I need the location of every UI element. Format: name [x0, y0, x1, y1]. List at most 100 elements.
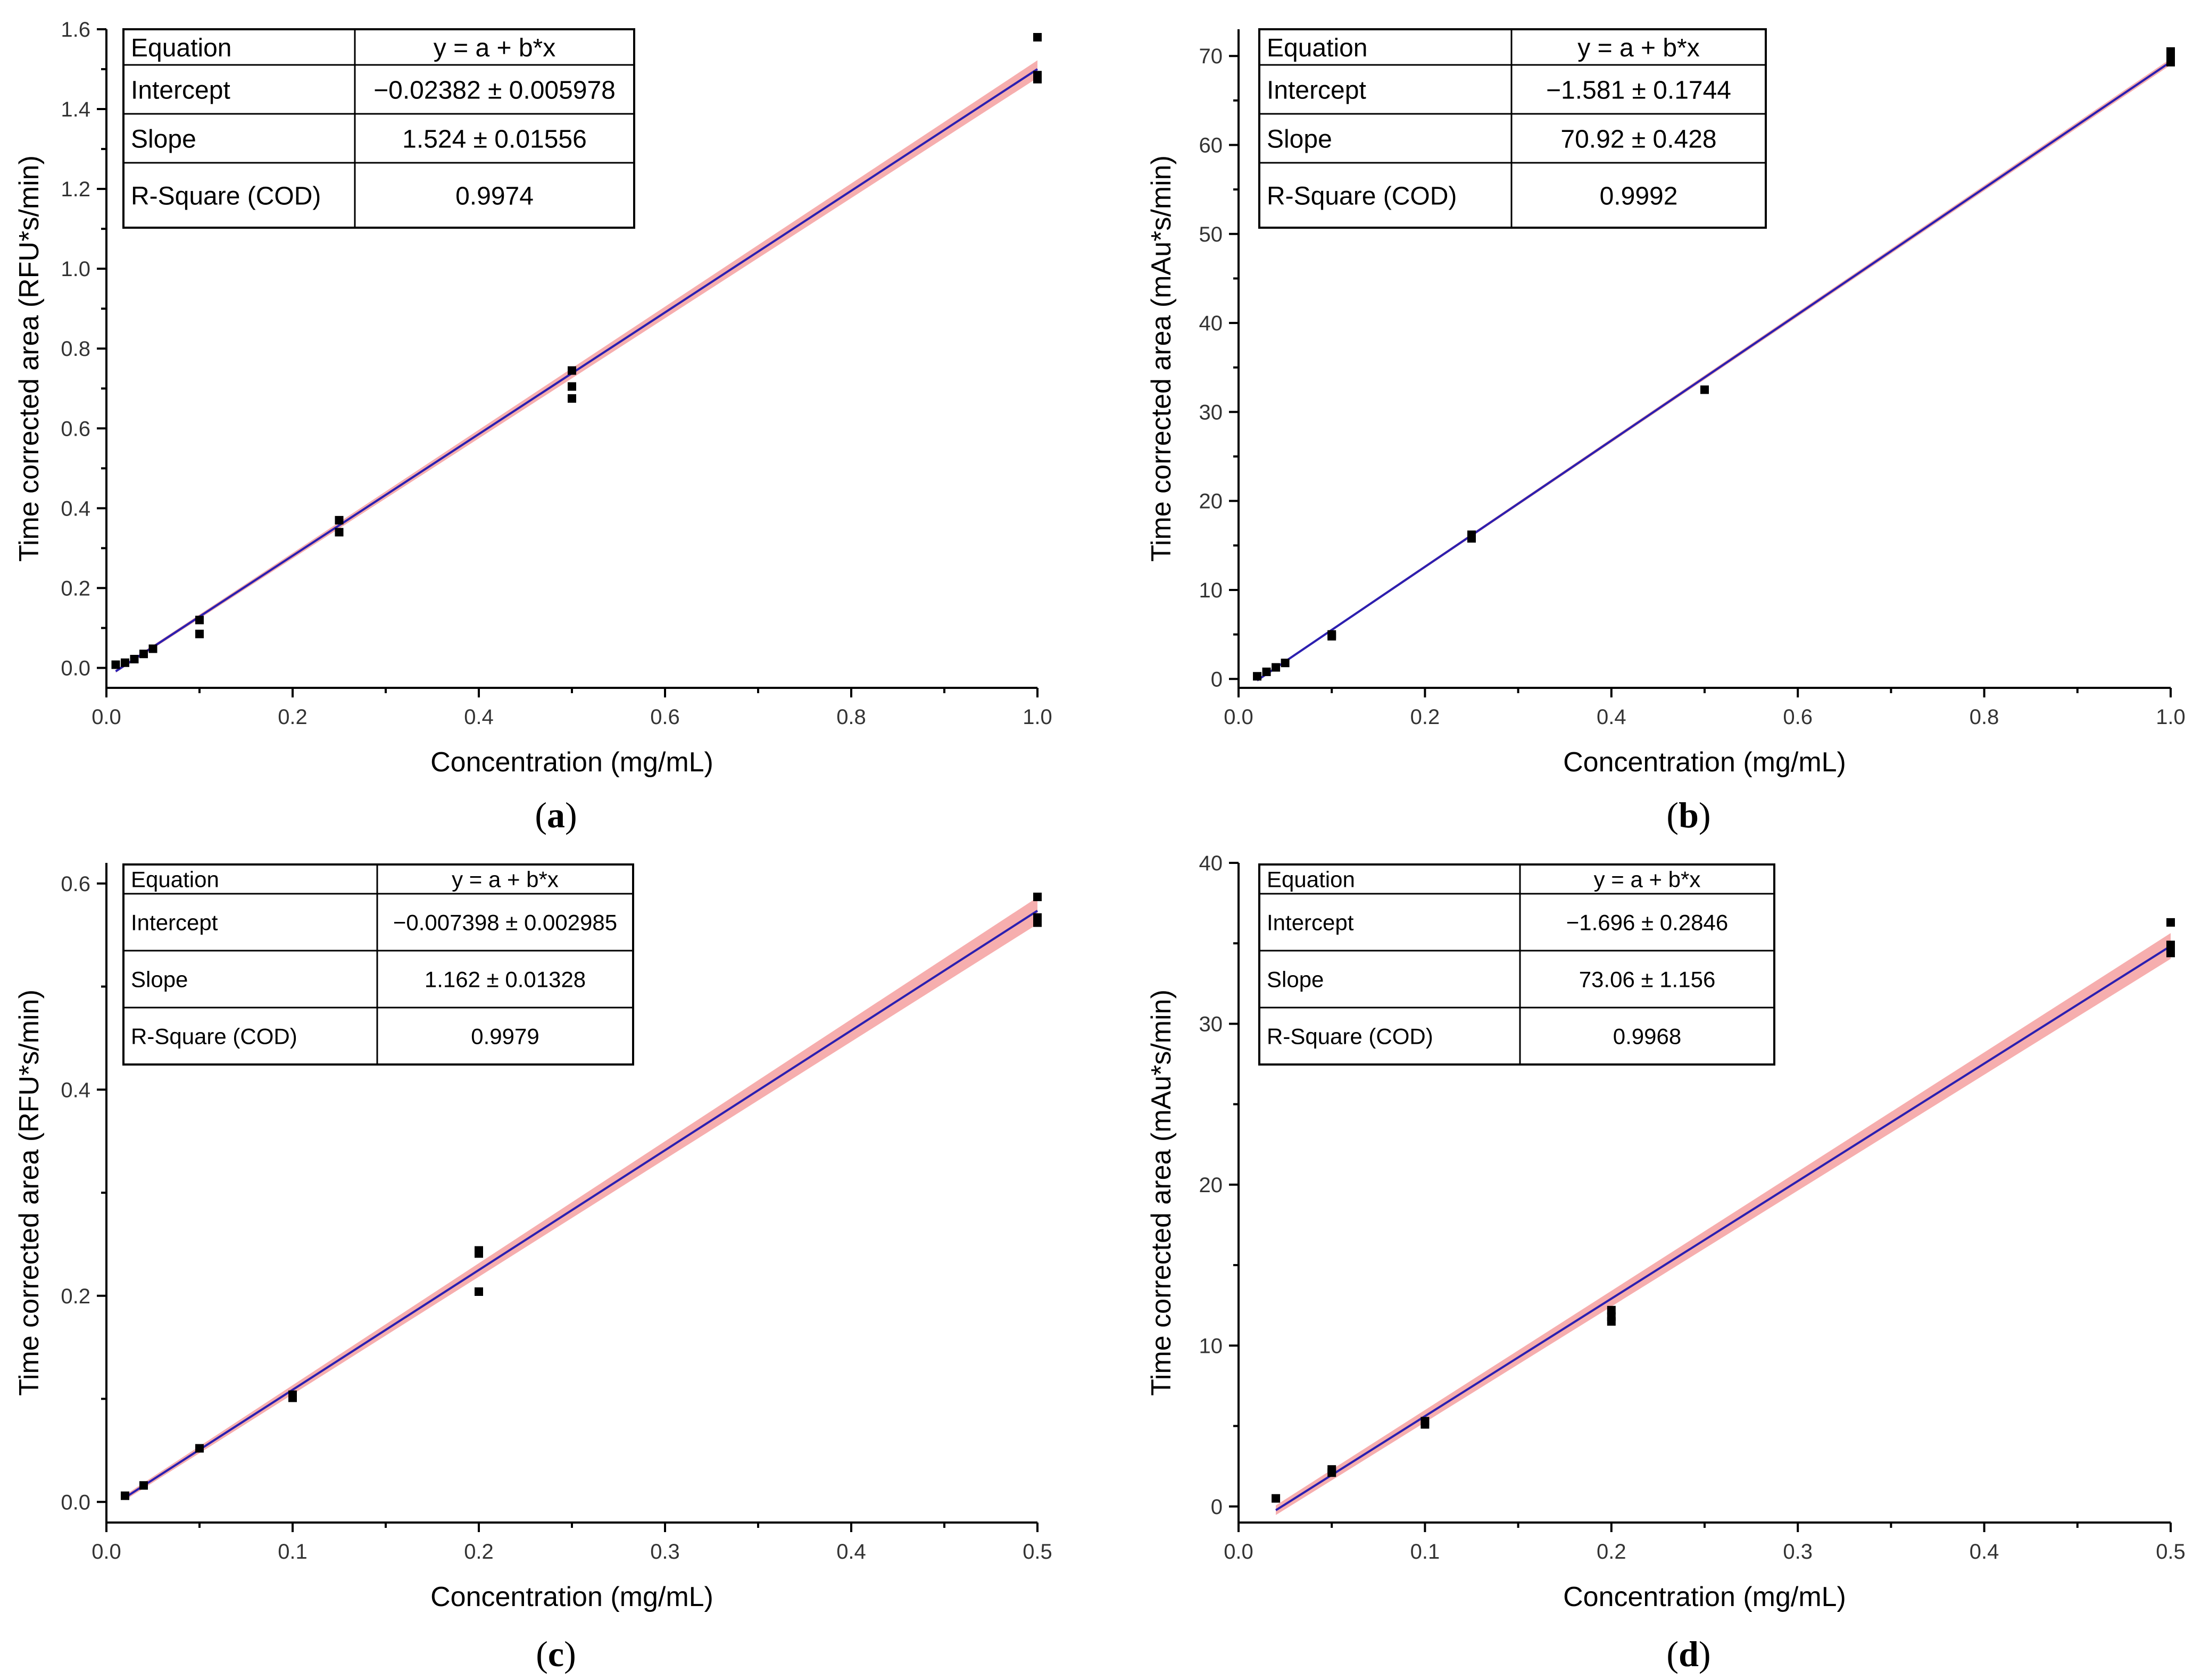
x-tick-label: 0.4 — [1970, 1540, 1999, 1563]
x-tick-label: 0.6 — [650, 705, 680, 729]
x-tick-label: 1.0 — [2156, 705, 2186, 729]
x-tick-label: 0.5 — [2156, 1540, 2186, 1563]
stats-value-1: −1.696 ± 0.2846 — [1566, 910, 1728, 935]
x-tick-label: 0.3 — [650, 1540, 680, 1563]
panel-c: 0.0 0.1 0.2 0.3 0.4 0.5 0.0 0.2 0.4 0.6 Concentrat… — [14, 863, 1052, 1674]
data-point — [1700, 385, 1709, 394]
x-tick-label: 0.8 — [836, 705, 866, 729]
x-tick-label: 0.3 — [1783, 1540, 1813, 1563]
y-tick-label: 0.4 — [61, 1078, 90, 1102]
data-point — [1607, 1317, 1616, 1326]
stats-label-0: Equation — [1267, 34, 1368, 62]
data-point — [1327, 1468, 1336, 1477]
y-tick-label: 30 — [1199, 1012, 1223, 1036]
x-tick-label: 0.4 — [464, 705, 494, 729]
y-tick-label: 0.6 — [61, 872, 90, 896]
y-axis-title: Time corrected area (mAu*s/min) — [1146, 989, 1177, 1396]
data-point — [130, 654, 139, 663]
y-tick-label: 0.2 — [61, 577, 90, 600]
data-point — [195, 629, 204, 638]
y-tick-label: 0 — [1211, 668, 1223, 691]
stats-value-3: 0.9979 — [471, 1024, 539, 1049]
x-tick-label: 0.1 — [1410, 1540, 1440, 1563]
stats-label-2: Slope — [1267, 967, 1324, 992]
stats-value-1: −0.007398 ± 0.002985 — [393, 910, 617, 935]
stats-table-frame — [1258, 863, 1775, 1066]
data-point — [148, 644, 157, 653]
x-tick-label: 0.0 — [1224, 1540, 1253, 1563]
stats-table: Equation y = a + b*x Intercept −1.696 ± 0.2… — [1258, 863, 1775, 1066]
y-tick-label: 1.6 — [61, 18, 90, 41]
data-point — [1272, 663, 1281, 672]
stats-label-3: R-Square (COD) — [1267, 1024, 1433, 1049]
x-tick-label: 0.4 — [836, 1540, 866, 1563]
data-point — [1421, 1420, 1430, 1429]
stats-label-0: Equation — [131, 867, 219, 892]
data-point — [195, 1444, 204, 1453]
fit-line — [115, 68, 1039, 672]
stats-label-0: Equation — [131, 34, 232, 62]
data-point — [335, 528, 344, 537]
y-tick-label: 40 — [1199, 852, 1223, 875]
y-axis-title: Time corrected area (RFU*s/min) — [14, 989, 45, 1396]
x-tick-label: 0.4 — [1597, 705, 1626, 729]
data-point — [1272, 1494, 1281, 1503]
stats-table-frame — [1258, 28, 1767, 229]
data-point — [121, 658, 129, 667]
stats-value-1: −0.02382 ± 0.005978 — [373, 76, 616, 104]
y-tick-label: 0.4 — [61, 497, 90, 520]
stats-value-0: y = a + b*x — [1577, 34, 1699, 62]
data-point — [568, 366, 576, 375]
data-point — [1033, 33, 1042, 42]
stats-value-2: 73.06 ± 1.156 — [1579, 967, 1716, 992]
x-tick-label: 0.0 — [1224, 705, 1253, 729]
data-point — [195, 616, 204, 625]
y-tick-label: 0 — [1211, 1495, 1223, 1519]
stats-label-2: Slope — [1267, 125, 1332, 153]
stats-label-3: R-Square (COD) — [131, 1024, 297, 1049]
stats-value-0: y = a + b*x — [1594, 867, 1701, 892]
x-tick-label: 0.0 — [92, 1540, 121, 1563]
y-tick-label: 0.6 — [61, 417, 90, 440]
confidence-band — [125, 897, 1037, 1500]
data-point — [2166, 941, 2175, 950]
stats-value-1: −1.581 ± 0.1744 — [1546, 76, 1731, 104]
data-point — [475, 1249, 483, 1258]
stats-label-3: R-Square (COD) — [131, 182, 321, 210]
y-tick-label: 0.2 — [61, 1285, 90, 1308]
y-tick-label: 0.0 — [61, 1491, 90, 1514]
x-axis-title: Concentration (mg/mL) — [430, 747, 713, 778]
x-axis-title: Concentration (mg/mL) — [430, 1582, 713, 1612]
data-point — [1327, 631, 1336, 641]
stats-label-2: Slope — [131, 125, 196, 153]
stats-label-3: R-Square (COD) — [1267, 182, 1457, 210]
y-tick-label: 70 — [1199, 45, 1223, 68]
y-tick-label: 1.0 — [61, 257, 90, 281]
stats-value-2: 1.162 ± 0.01328 — [425, 967, 586, 992]
stats-label-1: Intercept — [131, 76, 230, 104]
data-point — [121, 1491, 129, 1500]
data-point — [475, 1287, 483, 1296]
x-tick-label: 0.2 — [464, 1540, 494, 1563]
panel-label: (c) — [536, 1634, 576, 1674]
fit-line — [1256, 61, 2172, 681]
x-tick-label: 1.0 — [1023, 705, 1052, 729]
x-tick-label: 0.0 — [92, 705, 121, 729]
stats-label-1: Intercept — [1267, 910, 1354, 935]
data-point — [1033, 918, 1042, 927]
stats-table: Equation y = a + b*x Intercept −0.007398 ± … — [122, 863, 634, 1066]
data-point — [139, 650, 148, 659]
y-tick-label: 60 — [1199, 134, 1223, 157]
stats-value-0: y = a + b*x — [434, 34, 555, 62]
data-point — [2166, 918, 2175, 927]
stats-value-3: 0.9968 — [1613, 1024, 1681, 1049]
data-point — [139, 1481, 148, 1490]
panel-label: (b) — [1666, 795, 1710, 835]
stats-value-2: 1.524 ± 0.01556 — [402, 125, 587, 153]
stats-table-frame — [122, 863, 634, 1066]
panel-label: (a) — [535, 795, 577, 835]
x-tick-label: 0.1 — [278, 1540, 308, 1563]
y-tick-label: 50 — [1199, 223, 1223, 246]
stats-value-0: y = a + b*x — [452, 867, 559, 892]
data-point — [568, 394, 576, 403]
